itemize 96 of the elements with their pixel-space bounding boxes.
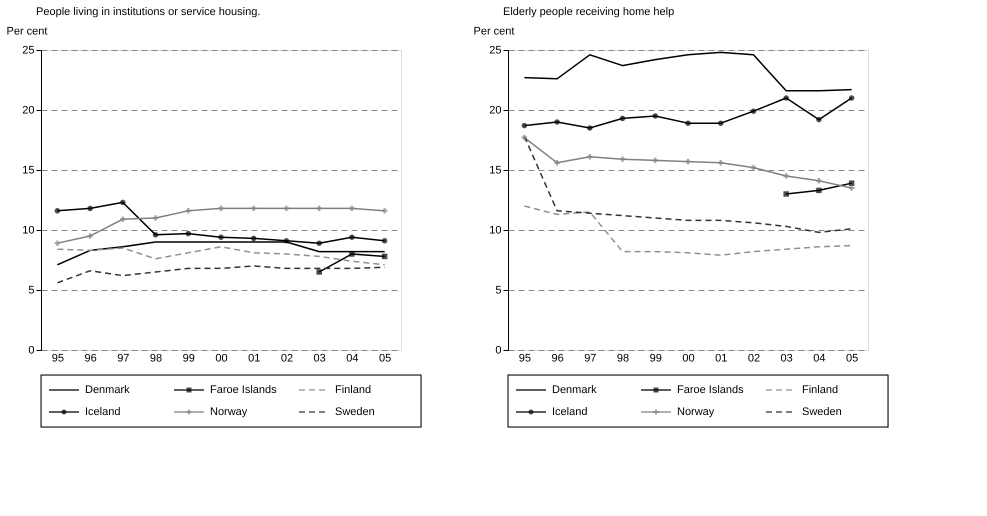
y-axis-title: Per cent — [6, 26, 48, 38]
point — [783, 95, 789, 101]
y-tick-label: 0 — [495, 344, 502, 356]
y-tick-label: 10 — [22, 224, 34, 236]
legend-label: Sweden — [802, 406, 842, 418]
point — [284, 206, 290, 212]
x-tick-label: 01 — [715, 352, 728, 364]
point — [349, 206, 355, 212]
point — [816, 116, 822, 122]
legend-label: Denmark — [85, 384, 130, 396]
y-tick-label: 20 — [489, 104, 502, 116]
point — [554, 160, 560, 166]
legend-label: Faroe Islands — [677, 384, 744, 396]
y-axis-title: Per cent — [474, 26, 514, 38]
point — [382, 238, 388, 244]
x-tick-label: 03 — [780, 352, 793, 364]
point — [750, 108, 756, 114]
x-tick-label: 98 — [616, 352, 630, 364]
chart-title: People living in institutions or service housing. — [36, 6, 260, 18]
x-tick-label: 95 — [52, 352, 64, 364]
point — [250, 206, 256, 212]
y-tick-label: 25 — [22, 44, 34, 56]
x-tick-label: 95 — [518, 352, 531, 364]
legend-label: Norway — [677, 406, 715, 418]
point — [316, 206, 322, 212]
legend-label: Finland — [802, 384, 838, 396]
point — [554, 119, 560, 125]
point — [848, 95, 854, 101]
point — [54, 240, 60, 246]
point — [620, 116, 626, 122]
point — [87, 206, 93, 212]
x-tick-label: 99 — [182, 352, 195, 364]
x-tick-label: 96 — [84, 352, 97, 364]
point — [349, 234, 355, 240]
point — [54, 208, 60, 214]
y-tick-label: 0 — [28, 344, 34, 356]
point — [316, 240, 322, 246]
point — [218, 234, 224, 240]
line-series — [524, 52, 852, 92]
point — [152, 232, 158, 238]
point — [522, 122, 528, 128]
legend-label: Sweden — [335, 406, 375, 418]
legend-label: Faroe Islands — [210, 384, 278, 396]
y-tick-label: 10 — [489, 224, 502, 236]
point — [284, 238, 290, 244]
point — [816, 178, 822, 184]
x-tick-label: 96 — [551, 352, 564, 364]
x-tick-label: 97 — [584, 352, 596, 364]
x-tick-label: 04 — [813, 352, 826, 364]
y-tick-label: 20 — [22, 104, 34, 116]
chart-title: Elderly people receiving home help — [503, 6, 674, 18]
point — [685, 120, 691, 126]
point — [620, 156, 626, 162]
legend-label: Iceland — [552, 406, 588, 418]
x-tick-label: 99 — [650, 352, 662, 364]
y-tick-label: 15 — [489, 164, 502, 176]
x-tick-label: 05 — [846, 352, 858, 364]
point — [186, 230, 192, 236]
legend-label: Finland — [335, 384, 372, 396]
legend-label: Iceland — [85, 406, 120, 418]
point — [750, 164, 756, 170]
point — [652, 158, 658, 164]
legend-label: Norway — [210, 406, 248, 418]
point — [718, 120, 724, 126]
point — [120, 216, 126, 222]
point — [250, 236, 256, 242]
y-tick-label: 15 — [22, 164, 34, 176]
point — [783, 173, 789, 179]
x-tick-label: 04 — [346, 352, 359, 364]
point — [587, 125, 593, 131]
x-tick-label: 00 — [215, 352, 228, 364]
x-tick-label: 02 — [748, 352, 760, 364]
x-tick-label: 01 — [248, 352, 260, 364]
point — [120, 200, 126, 206]
x-tick-label: 05 — [379, 352, 392, 364]
point — [382, 254, 388, 260]
point — [316, 269, 322, 275]
x-tick-label: 02 — [280, 352, 294, 364]
point — [652, 113, 658, 119]
line-series — [56, 246, 386, 266]
point — [848, 180, 854, 186]
point — [522, 134, 528, 140]
point — [382, 208, 388, 214]
x-tick-label: 97 — [117, 352, 130, 364]
y-tick-label: 5 — [28, 284, 34, 296]
y-tick-label: 5 — [495, 284, 502, 296]
legend-label: Denmark — [552, 384, 598, 396]
point — [783, 191, 789, 197]
point — [718, 160, 724, 166]
point — [816, 188, 822, 194]
x-tick-label: 03 — [314, 352, 326, 364]
x-tick-label: 98 — [150, 352, 162, 364]
x-tick-label: 00 — [682, 352, 695, 364]
point — [186, 208, 192, 214]
point — [587, 154, 593, 160]
y-tick-label: 25 — [489, 44, 502, 56]
